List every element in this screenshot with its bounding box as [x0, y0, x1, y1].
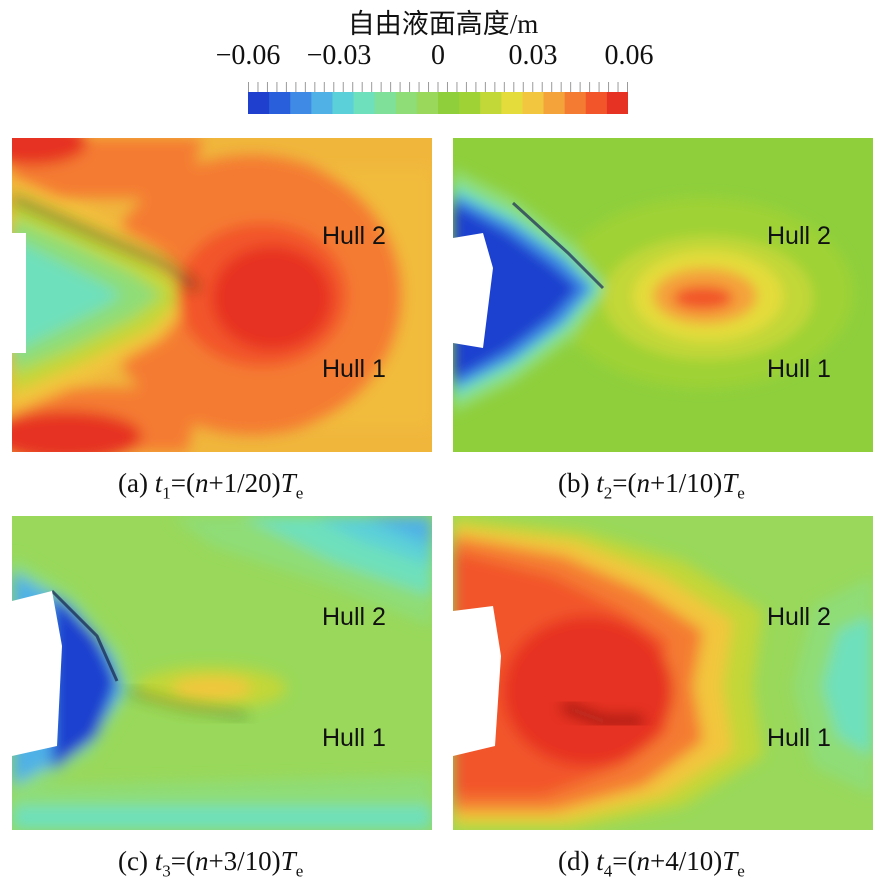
caption-b: (b) t2=(n+1/10)Te — [558, 468, 745, 503]
panel-c — [12, 516, 432, 830]
panel-a — [12, 138, 432, 452]
colorbar-segment — [395, 92, 418, 114]
contour-plot-a — [12, 138, 432, 452]
hull-1-label: Hull 1 — [767, 355, 831, 383]
caption-a: (a) t1=(n+1/20)Te — [118, 468, 304, 503]
hull-2-label: Hull 2 — [767, 603, 831, 631]
hull-2-label: Hull 2 — [767, 222, 831, 250]
colorbar-segment — [480, 92, 502, 114]
colorbar-tick-label: 0.06 — [604, 40, 654, 71]
colorbar-segment — [374, 92, 397, 114]
hull-body — [453, 606, 501, 756]
colorbar-segment — [606, 92, 628, 114]
panel-d — [453, 516, 873, 830]
colorbar-segment — [585, 92, 608, 114]
hull-body — [453, 233, 493, 348]
colorbar-segment — [522, 92, 545, 114]
colorbar — [248, 82, 628, 114]
hull-2-label: Hull 2 — [322, 603, 386, 631]
hull-1-label: Hull 1 — [322, 355, 386, 383]
colorbar-segment — [290, 92, 312, 114]
colorbar-segment — [438, 92, 460, 114]
hull-1-label: Hull 1 — [767, 724, 831, 752]
colorbar-segment — [501, 92, 524, 114]
hull-1-label: Hull 1 — [322, 724, 386, 752]
hull-body — [12, 233, 26, 353]
panel-b — [453, 138, 873, 452]
contour-plot-d — [453, 516, 873, 830]
colorbar-segment — [248, 92, 270, 114]
colorbar-tick-label: 0 — [431, 40, 445, 71]
colorbar-segment — [353, 92, 376, 114]
colorbar-segment — [311, 92, 334, 114]
contour-plot-b — [453, 138, 873, 452]
colorbar-segment — [269, 92, 291, 114]
colorbar-segment — [416, 92, 439, 114]
colorbar-tick-label: −0.06 — [215, 40, 281, 71]
colorbar-tick-label: 0.03 — [508, 40, 558, 71]
hull-body — [12, 591, 62, 756]
colorbar-segment — [459, 92, 481, 114]
colorbar-tick-label: −0.03 — [306, 40, 372, 71]
colorbar-segment — [543, 92, 566, 114]
contour-plot-c — [12, 516, 432, 830]
colorbar-title: 自由液面高度/m — [347, 9, 539, 39]
caption-c: (c) t3=(n+3/10)Te — [118, 846, 304, 881]
colorbar-segment — [564, 92, 587, 114]
caption-d: (d) t4=(n+4/10)Te — [558, 846, 745, 881]
colorbar-segment — [332, 92, 355, 114]
hull-2-label: Hull 2 — [322, 222, 386, 250]
